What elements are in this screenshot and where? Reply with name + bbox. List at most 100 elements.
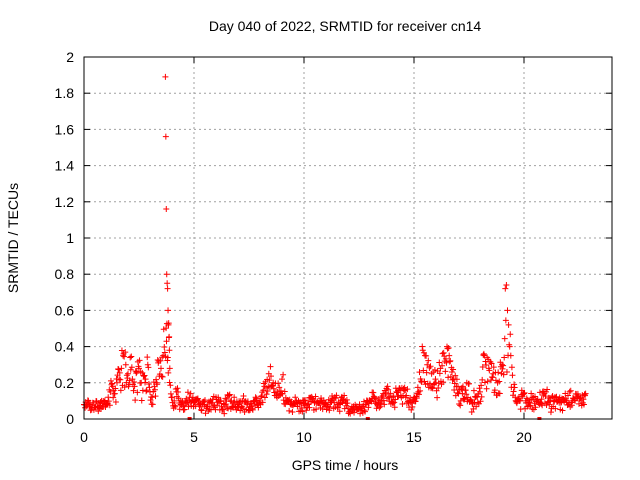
y-axis-ticks: 0 0.2 0.4 0.6 0.8 1 1.2 1.4 1.6 1.8 2	[55, 49, 612, 427]
data-point	[491, 387, 498, 394]
data-point	[581, 391, 588, 398]
data-point	[112, 385, 119, 392]
data-point	[442, 368, 449, 375]
data-point	[483, 385, 490, 392]
data-point	[500, 362, 507, 369]
data-point	[445, 344, 452, 351]
data-point	[134, 389, 141, 396]
data-point	[520, 390, 527, 397]
data-point	[341, 392, 348, 399]
data-point	[386, 393, 393, 400]
data-point	[312, 393, 319, 400]
data-point	[268, 373, 274, 380]
data-point	[511, 381, 518, 388]
data-point	[382, 391, 389, 398]
data-point	[125, 370, 131, 377]
data-point	[559, 407, 566, 414]
data-point	[507, 331, 514, 338]
data-point	[187, 390, 194, 397]
data-point	[468, 408, 475, 415]
data-point	[391, 399, 398, 406]
data-point	[259, 399, 266, 406]
data-point	[163, 325, 170, 332]
data-point	[508, 364, 515, 371]
data-point	[326, 407, 333, 414]
data-point	[166, 365, 173, 372]
data-point	[168, 394, 175, 401]
data-point	[154, 381, 161, 388]
data-point	[546, 401, 553, 408]
data-point	[210, 393, 217, 400]
data-point	[279, 376, 285, 383]
data-point	[164, 280, 171, 287]
data-point	[462, 387, 469, 394]
data-point	[289, 409, 296, 416]
data-point	[523, 395, 530, 402]
data-point	[427, 363, 434, 370]
data-point	[228, 397, 235, 404]
data-point	[378, 394, 385, 401]
data-point	[194, 395, 201, 402]
data-point	[371, 395, 378, 402]
data-point	[299, 408, 306, 415]
data-point	[127, 354, 134, 361]
data-point	[326, 404, 333, 411]
data-point	[420, 349, 427, 356]
data-point	[480, 350, 487, 357]
data-point	[404, 398, 411, 405]
data-point	[445, 374, 452, 381]
data-point	[466, 380, 472, 387]
data-point	[157, 357, 164, 364]
data-point	[258, 393, 265, 400]
data-point	[483, 362, 490, 369]
data-point	[521, 389, 528, 396]
data-point	[175, 389, 182, 396]
plot-frame	[83, 56, 613, 420]
x-tick-label: 0	[80, 429, 88, 445]
data-point	[306, 404, 313, 411]
x-axis-label: GPS time / hours	[292, 457, 399, 473]
data-point	[452, 372, 459, 379]
data-point	[572, 397, 579, 404]
data-point	[362, 408, 369, 415]
data-point	[443, 359, 450, 366]
data-point	[142, 376, 149, 383]
data-point	[158, 373, 165, 380]
data-point	[409, 403, 416, 410]
data-point	[131, 378, 138, 385]
data-point	[449, 376, 456, 383]
data-point	[264, 388, 271, 395]
data-point	[571, 397, 578, 404]
data-point	[419, 343, 426, 350]
data-point	[432, 376, 439, 383]
data-point	[281, 388, 288, 395]
data-point	[179, 398, 186, 405]
data-point	[503, 282, 510, 289]
data-point	[436, 370, 443, 377]
y-tick-label: 1.4	[55, 158, 75, 174]
data-point	[497, 359, 504, 366]
data-point	[147, 397, 154, 404]
data-point	[344, 400, 351, 407]
data-point	[107, 377, 114, 384]
data-point	[510, 388, 517, 395]
data-point	[225, 405, 232, 412]
data-point	[442, 355, 449, 362]
data-point	[118, 365, 125, 372]
data-point	[223, 396, 230, 403]
data-point	[501, 335, 508, 342]
data-point	[490, 364, 497, 371]
data-point	[109, 380, 116, 387]
data-point	[148, 393, 155, 400]
data-point	[517, 397, 524, 404]
data-point	[146, 384, 153, 391]
data-point	[430, 381, 437, 388]
data-point	[336, 408, 343, 415]
data-point	[198, 407, 205, 414]
data-point	[292, 394, 299, 401]
data-point	[502, 285, 509, 292]
data-point	[181, 406, 188, 413]
data-point	[130, 387, 137, 394]
data-point	[557, 399, 564, 406]
data-point	[143, 387, 150, 394]
